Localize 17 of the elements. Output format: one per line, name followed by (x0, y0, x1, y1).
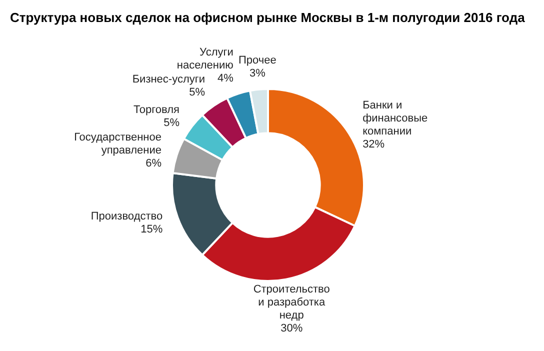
slice-label: Услуги населению (176, 46, 234, 72)
slice-label: Бизнес-услуги (132, 73, 206, 86)
data-label: 30% (280, 322, 303, 334)
slice-label: Торговля (134, 104, 180, 116)
slice-label: Строительство и разработка недр (253, 283, 330, 322)
chart-title: Структура новых сделок на офисном рынке Москвы в 1-м полугодии 2016 года (10, 10, 525, 25)
data-label: 32% (362, 138, 385, 151)
slice-label: Производство (90, 210, 163, 222)
data-label: 15% (140, 223, 163, 236)
slice-label: Прочее (238, 54, 276, 67)
slice-label: Банки и финансовые компании (362, 100, 428, 138)
data-label: 5% (189, 86, 206, 98)
data-label: 4% (217, 72, 234, 85)
data-label: 5% (164, 116, 180, 129)
slice-label: Государственное управление (74, 131, 162, 156)
data-label: 6% (146, 157, 162, 170)
data-label: 3% (250, 68, 266, 80)
